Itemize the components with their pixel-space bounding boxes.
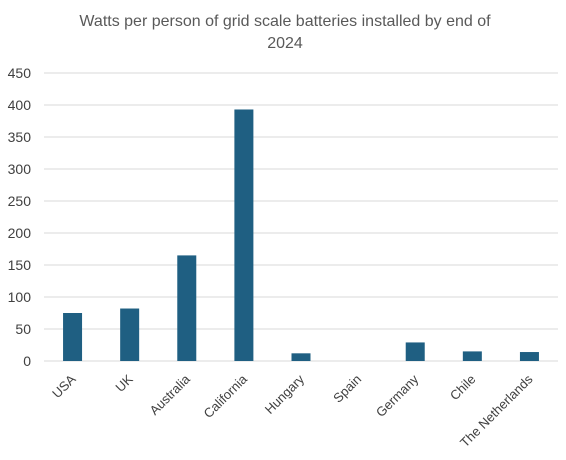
y-tick-label: 300	[8, 161, 32, 177]
x-axis-tick-labels: USA UK Australia California Hungary Spain Germ…	[49, 371, 536, 450]
bar-chile	[462, 351, 482, 361]
y-tick-label: 350	[8, 129, 32, 145]
y-tick-label: 150	[8, 257, 32, 273]
y-tick-label: 50	[15, 321, 31, 337]
y-tick-label: 250	[8, 193, 32, 209]
y-tick-label: 450	[8, 65, 32, 81]
bar-california	[234, 109, 254, 361]
bars	[63, 109, 539, 361]
bar-usa	[63, 313, 83, 361]
y-tick-label: 200	[8, 225, 32, 241]
x-tick-label: USA	[49, 371, 79, 401]
bar-australia	[177, 255, 197, 361]
x-tick-label: California	[201, 371, 251, 421]
y-tick-label: 0	[23, 353, 31, 369]
chart-title-line-1: Watts per person of grid scale batteries…	[79, 13, 491, 30]
bar-uk	[120, 308, 140, 361]
y-axis-tick-labels: 0 50 100 150 200 250 300 350 400 450	[8, 65, 32, 369]
x-tick-label: Spain	[330, 372, 364, 406]
x-tick-label: Australia	[147, 371, 194, 418]
x-tick-label: UK	[112, 371, 136, 395]
y-tick-label: 400	[8, 97, 32, 113]
chart-title-line-2: 2024	[267, 35, 303, 52]
bar-hungary	[291, 353, 311, 361]
x-tick-label: Germany	[373, 371, 422, 420]
x-tick-label: Chile	[447, 372, 479, 404]
bar-the-netherlands	[519, 352, 539, 361]
bar-germany	[405, 342, 425, 361]
x-tick-label: Hungary	[262, 371, 308, 417]
y-tick-label: 100	[8, 289, 32, 305]
